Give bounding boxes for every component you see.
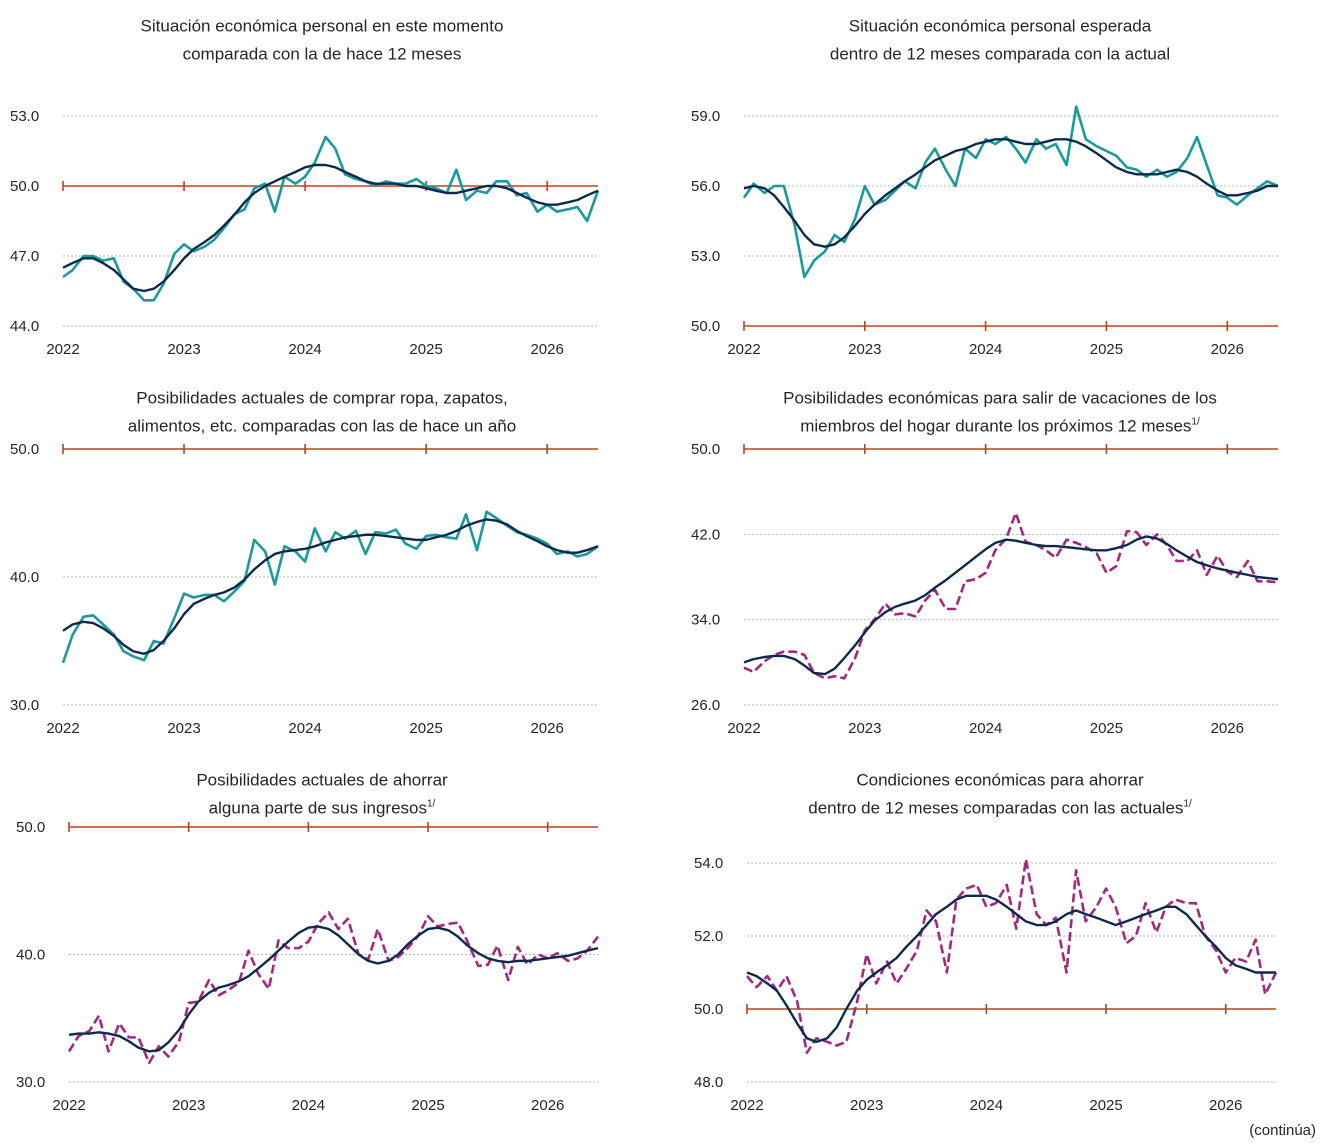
y-tick-label: 42.0 (691, 526, 720, 543)
title-line: alguna parte de sus ingresos (209, 799, 427, 818)
title-line: dentro de 12 meses comparada con la actu… (830, 45, 1170, 64)
x-tick-label: 2026 (1211, 341, 1244, 358)
series-line (61, 510, 599, 664)
chart-title: Situación económica personal esperada den… (830, 17, 1170, 64)
x-tick-label: 2022 (46, 720, 79, 737)
chart-title: Posibilidades económicas para salir de v… (783, 389, 1217, 436)
title-line: miembros del hogar durante los próximos … (800, 417, 1191, 436)
x-tick-label: 2023 (848, 720, 881, 737)
x-tick-label: 2025 (1089, 1097, 1122, 1114)
y-tick-label: 26.0 (691, 697, 720, 714)
x-tick-label: 2025 (411, 1097, 444, 1114)
title-superscript: 1/ (1191, 417, 1200, 428)
y-tick-label: 40.0 (16, 947, 45, 964)
series-line (746, 894, 1276, 1044)
title-line: Posibilidades económicas para salir de v… (783, 389, 1217, 408)
y-tick-label: 50.0 (16, 819, 45, 836)
x-tick-label: 2025 (1090, 720, 1123, 737)
y-tick-label: 54.0 (694, 855, 723, 872)
y-tick-label: 30.0 (16, 1074, 45, 1091)
y-tick-label: 59.0 (691, 108, 720, 125)
x-tick-label: 2024 (969, 341, 1002, 358)
series-line (746, 858, 1278, 1055)
x-tick-label: 2024 (969, 720, 1002, 737)
series-line (62, 163, 599, 293)
y-tick-label: 50.0 (10, 441, 39, 458)
title-line: Situación económica personal esperada (849, 17, 1152, 36)
title-line: Posibilidades actuales de comprar ropa, … (136, 389, 507, 408)
x-tick-label: 2024 (292, 1097, 325, 1114)
chart-title: Posibilidades actuales de comprar ropa, … (128, 389, 516, 436)
chart-title: Posibilidades actuales de ahorrar alguna … (196, 771, 448, 818)
x-tick-label: 2026 (530, 341, 563, 358)
y-tick-label: 30.0 (10, 697, 39, 714)
y-tick-label: 40.0 (10, 569, 39, 586)
x-tick-label: 2026 (1211, 720, 1244, 737)
footer-note: (continúa) (1249, 1122, 1316, 1139)
y-tick-label: 44.0 (10, 318, 39, 335)
chart-title: Condiciones económicas para ahorrar dentr… (808, 771, 1192, 818)
x-tick-label: 2022 (46, 341, 79, 358)
y-tick-label: 47.0 (10, 248, 39, 265)
x-tick-label: 2022 (52, 1097, 85, 1114)
x-tick-label: 2025 (1090, 341, 1123, 358)
series-line (62, 135, 600, 302)
x-tick-label: 2022 (727, 341, 760, 358)
y-tick-label: 56.0 (691, 178, 720, 195)
x-tick-label: 2022 (730, 1097, 763, 1114)
x-tick-label: 2024 (970, 1097, 1003, 1114)
y-tick-label: 53.0 (691, 248, 720, 265)
chart-title: Situación económica personal en este mom… (141, 17, 504, 64)
x-tick-label: 2022 (727, 720, 760, 737)
title-superscript: 1/ (1183, 799, 1192, 810)
x-tick-label: 2023 (172, 1097, 205, 1114)
y-tick-label: 50.0 (691, 441, 720, 458)
x-tick-label: 2025 (409, 341, 442, 358)
title-line: Condiciones económicas para ahorrar (856, 771, 1144, 790)
x-tick-label: 2023 (167, 720, 200, 737)
y-tick-label: 50.0 (10, 178, 39, 195)
x-tick-label: 2026 (531, 1097, 564, 1114)
y-tick-label: 52.0 (694, 928, 723, 945)
x-tick-label: 2025 (409, 720, 442, 737)
series-line (743, 138, 1278, 248)
y-tick-label: 34.0 (691, 612, 720, 629)
title-line: Situación económica personal en este mom… (141, 17, 504, 36)
x-tick-label: 2023 (850, 1097, 883, 1114)
x-tick-label: 2023 (848, 341, 881, 358)
x-tick-label: 2024 (288, 720, 321, 737)
title-superscript: 1/ (427, 799, 436, 810)
series-line (742, 105, 1279, 279)
series-line (62, 518, 599, 655)
title-line: alimentos, etc. comparadas con las de ha… (128, 417, 516, 436)
title-line: comparada con la de hace 12 meses (183, 45, 462, 64)
title-line: Posibilidades actuales de ahorrar (196, 771, 448, 790)
y-tick-label: 48.0 (694, 1074, 723, 1091)
series-line (68, 925, 599, 1053)
series-line (743, 511, 1279, 680)
x-tick-label: 2024 (288, 341, 321, 358)
y-tick-label: 53.0 (10, 108, 39, 125)
x-tick-label: 2026 (1209, 1097, 1242, 1114)
x-tick-label: 2023 (167, 341, 200, 358)
y-tick-label: 50.0 (694, 1001, 723, 1018)
x-tick-label: 2026 (530, 720, 563, 737)
y-tick-label: 50.0 (691, 318, 720, 335)
series-line (743, 535, 1279, 676)
series-line (67, 911, 600, 1065)
title-line: dentro de 12 meses comparadas con las ac… (808, 799, 1183, 818)
